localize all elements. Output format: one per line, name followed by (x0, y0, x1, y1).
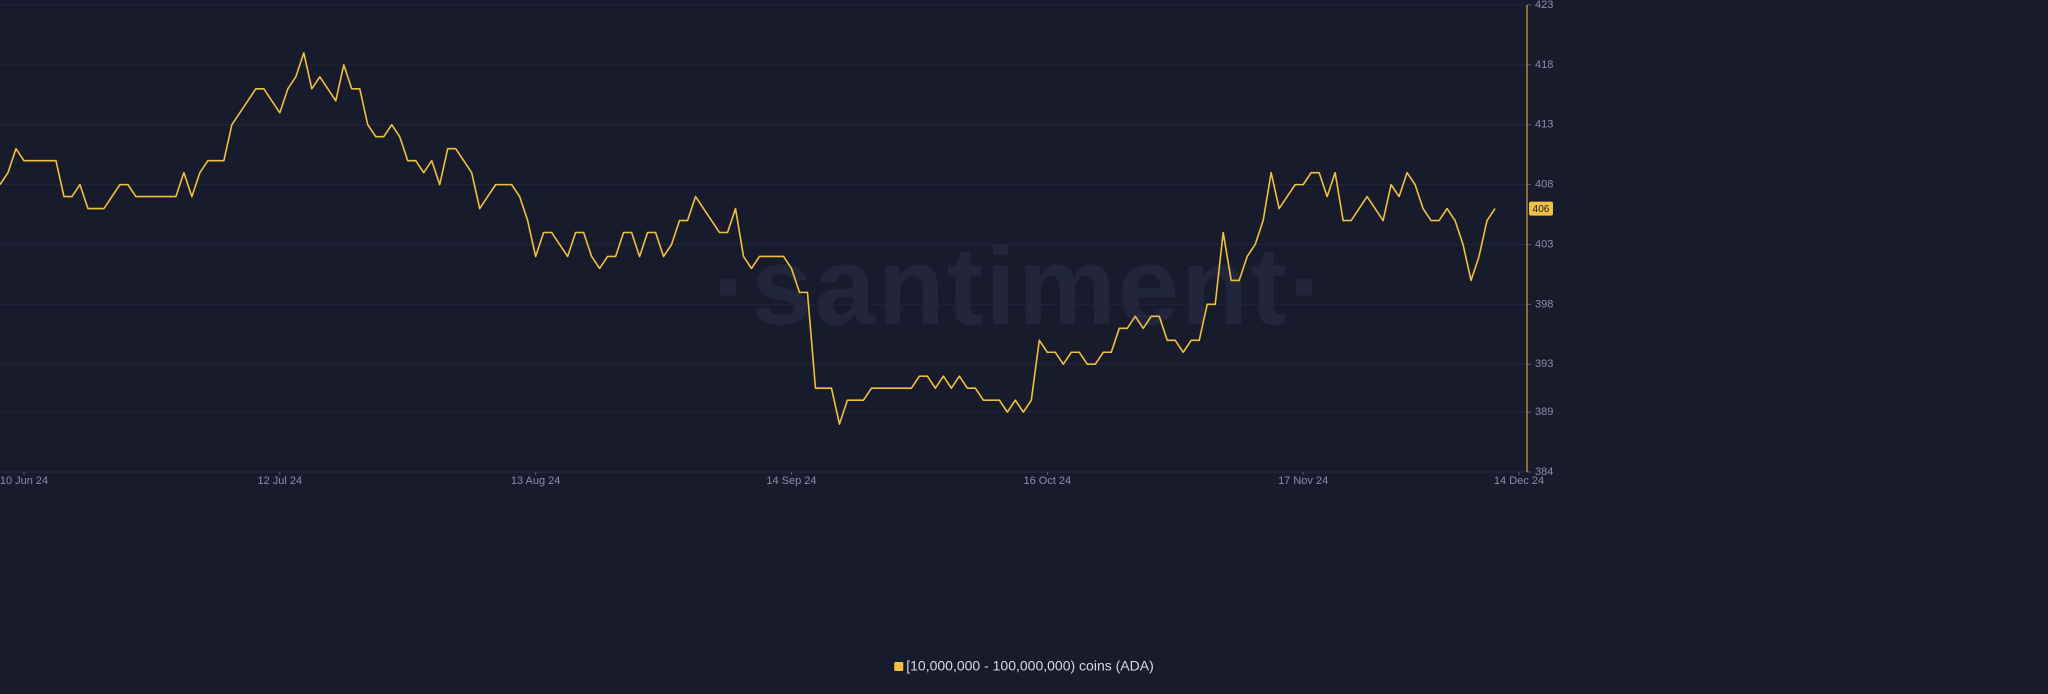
x-tick-label: 10 Jun 24 (0, 475, 48, 487)
x-tick-label: 13 Aug 24 (511, 475, 561, 487)
x-tick-label: 17 Nov 24 (1278, 475, 1328, 487)
watermark: ·santiment· (713, 225, 1328, 348)
y-tick-label: 389 (1535, 406, 1553, 418)
y-tick-label: 413 (1535, 119, 1553, 131)
y-tick-label: 384 (1535, 466, 1553, 478)
y-tick-label: 393 (1535, 358, 1553, 370)
current-value-label: 406 (1533, 204, 1550, 215)
x-tick-label: 14 Dec 24 (1494, 475, 1544, 487)
legend-label: [10,000,000 - 100,000,000) coins (ADA) (906, 658, 1154, 674)
y-tick-label: 423 (1535, 0, 1553, 11)
data-line (0, 52, 1496, 425)
y-tick-label: 408 (1535, 179, 1553, 191)
y-tick-label: 398 (1535, 298, 1553, 310)
current-value-badge (1529, 201, 1553, 216)
x-tick-label: 12 Jul 24 (257, 475, 302, 487)
x-tick-label: 14 Sep 24 (766, 475, 816, 487)
y-tick-label: 403 (1535, 238, 1553, 250)
x-tick-label: 16 Oct 24 (1023, 475, 1071, 487)
legend-swatch (894, 662, 904, 671)
y-tick-label: 418 (1535, 59, 1553, 71)
